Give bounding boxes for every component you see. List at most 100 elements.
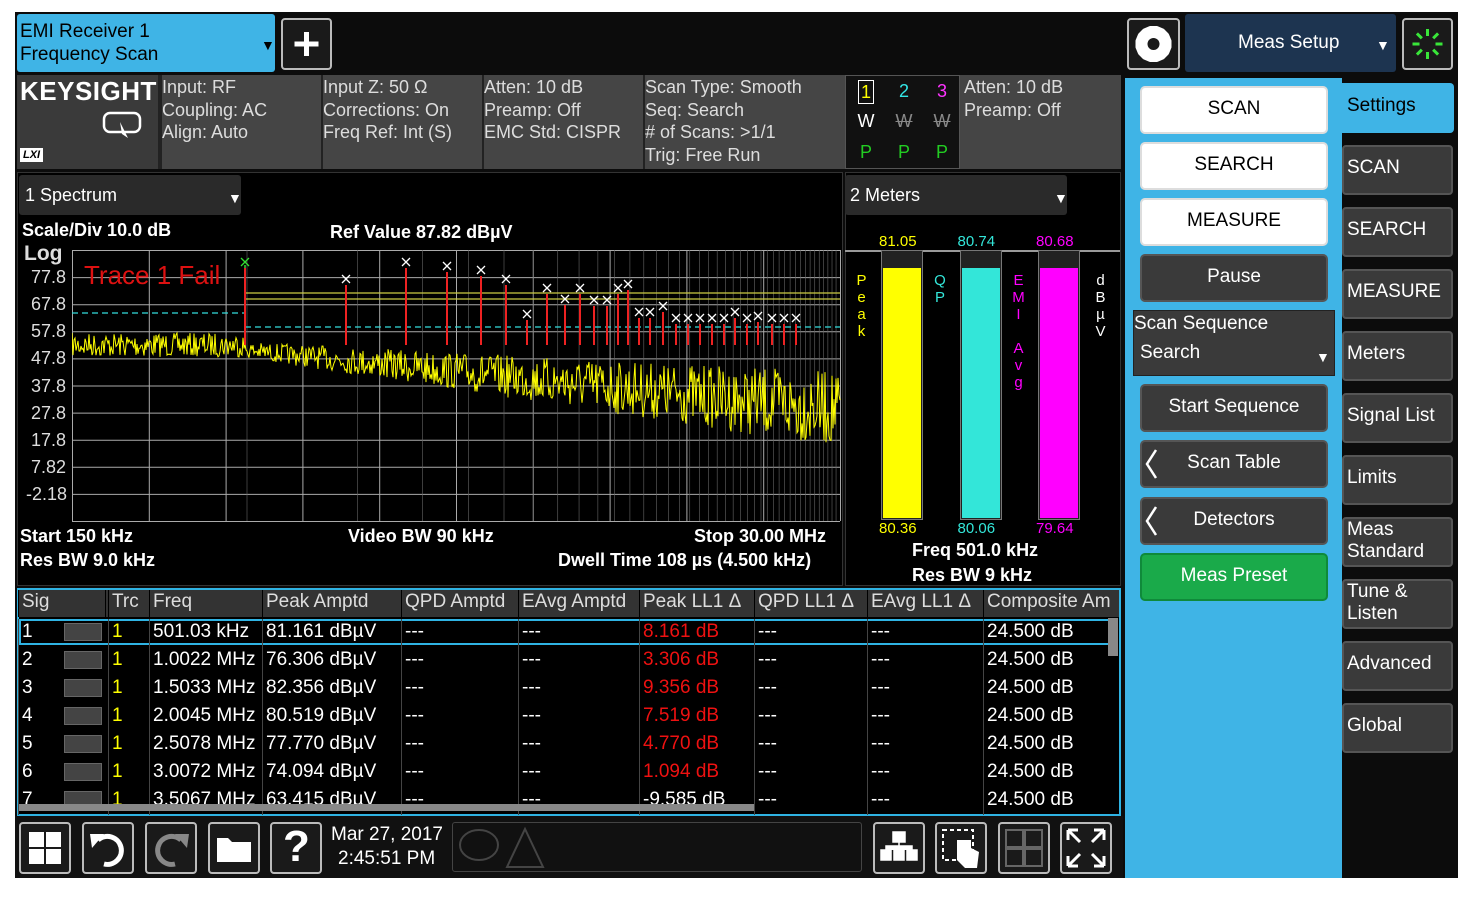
tab-label: SCAN [1347, 157, 1400, 178]
cell-divider [108, 703, 109, 731]
date: Mar 27, 2017 [331, 824, 443, 845]
h-scrollbar [19, 804, 754, 811]
meter-bar [883, 268, 921, 518]
menu-tab[interactable] [1342, 269, 1453, 319]
table-cell: 76.306 dBµV [266, 649, 377, 670]
hand [957, 840, 979, 868]
cell-divider [983, 675, 984, 703]
cell-divider [262, 647, 263, 675]
help-button[interactable] [270, 822, 322, 874]
table-cell: 1 [112, 621, 123, 642]
trace-swatch [64, 763, 102, 781]
menu-tab[interactable] [1342, 455, 1453, 505]
submenu-arrow [1145, 506, 1158, 536]
trace-detector: P [935, 142, 948, 162]
status-text: Atten: 10 dB [484, 77, 584, 97]
marker [707, 313, 717, 323]
trace-type: W [895, 111, 913, 131]
menu-tab[interactable] [1342, 393, 1453, 443]
menu-tab[interactable] [1342, 641, 1453, 691]
trace-swatch [64, 735, 102, 753]
folder [217, 838, 251, 862]
meter-top: 81.05 [879, 233, 917, 250]
marker [476, 265, 486, 275]
marker [341, 274, 351, 284]
busy-icon [1412, 29, 1443, 59]
menu-tab[interactable] [1342, 517, 1453, 567]
panel-button[interactable] [1140, 198, 1328, 246]
menu-tab[interactable] [1342, 579, 1453, 629]
column-header: Trc [112, 591, 139, 612]
undo-button[interactable] [82, 822, 134, 874]
meter-top: 80.68 [1036, 233, 1074, 250]
button-label: Detectors [1193, 509, 1275, 530]
busy-ray [1415, 32, 1423, 40]
table-cell: 1 [112, 705, 123, 726]
panel-button[interactable] [1140, 86, 1328, 134]
marker [730, 307, 740, 317]
trace-number: 3 [936, 81, 947, 101]
signal-table [17, 588, 1121, 816]
status-text: Align: Auto [162, 122, 249, 142]
menu-tab[interactable] [1342, 145, 1453, 195]
cell-divider [18, 647, 19, 675]
table-cell: --- [405, 621, 424, 642]
table-cell: --- [758, 789, 777, 810]
mode-tab[interactable] [17, 14, 275, 72]
window-arrow: ▼ [1054, 190, 1068, 206]
menu-tab[interactable] [1340, 83, 1454, 133]
cell-divider [983, 759, 984, 787]
table-cell: --- [871, 761, 890, 782]
table-cell: 80.519 dBµV [266, 705, 377, 726]
table-cell: 1 [112, 761, 123, 782]
pane [1005, 829, 1024, 848]
table-cell: 9.356 dB [643, 677, 720, 698]
panel-button[interactable] [1140, 142, 1328, 190]
cell-divider [518, 703, 519, 731]
dropdown-arrow: ▼ [1316, 349, 1330, 365]
cell-divider [867, 619, 868, 647]
cell-divider [754, 619, 755, 647]
marker [623, 279, 633, 289]
table-cell: 82.356 dBµV [266, 677, 377, 698]
windows-button[interactable] [19, 822, 71, 874]
panel-button[interactable] [1140, 497, 1328, 545]
panel-button[interactable] [1140, 553, 1328, 601]
marker [767, 313, 777, 323]
panel-button[interactable] [1140, 440, 1328, 488]
cell-divider [149, 647, 150, 675]
trace-swatch [64, 707, 102, 725]
marker [589, 295, 599, 305]
column-header: Composite Am [987, 591, 1111, 612]
panel-button[interactable] [1140, 384, 1328, 432]
status-text: Scan Type: Smooth [645, 77, 802, 97]
redo-button[interactable] [145, 822, 197, 874]
window-tab[interactable] [845, 175, 1067, 215]
window-tab[interactable] [19, 175, 241, 215]
status-text: Freq Ref: Int (S) [323, 122, 453, 142]
column-divider [518, 590, 519, 617]
logo-pane [29, 832, 44, 847]
menu-tab[interactable] [1342, 207, 1453, 257]
menu-tab[interactable] [1342, 331, 1453, 381]
menu-tab[interactable] [1342, 703, 1453, 753]
status-text: # of Scans: >1/1 [645, 122, 776, 142]
cell-divider [867, 703, 868, 731]
spectrum-plot [72, 250, 841, 522]
y-tick-label: -2.18 [26, 483, 68, 504]
table-header [19, 590, 1119, 617]
column-header: EAvg LL1 Δ [871, 591, 972, 612]
panel-button[interactable] [1140, 254, 1328, 302]
marker [522, 309, 532, 319]
scan-sequence[interactable] [1133, 310, 1335, 376]
column-divider [639, 590, 640, 617]
cell-divider [639, 787, 640, 815]
trace-number: 2 [898, 81, 909, 101]
table-cell: 77.770 dBµV [266, 733, 377, 754]
marker [753, 311, 763, 321]
busy-button[interactable] [1402, 18, 1453, 70]
table-cell: 5 [22, 733, 33, 754]
cell-divider [639, 675, 640, 703]
menu-tab[interactable] [1185, 14, 1396, 72]
column-divider [867, 590, 868, 617]
